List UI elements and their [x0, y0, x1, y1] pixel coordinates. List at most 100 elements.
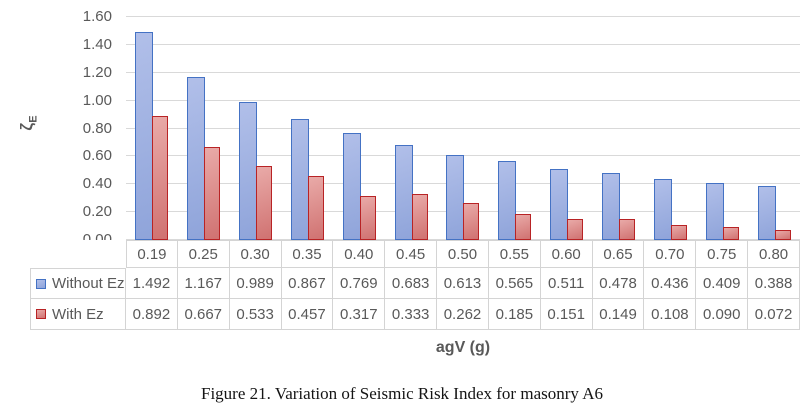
figure-caption: Figure 21. Variation of Seismic Risk Ind… [201, 384, 603, 403]
value-cell: 0.533 [229, 299, 282, 330]
category-label-cell: 0.75 [696, 240, 749, 268]
plot-area [126, 16, 800, 240]
table-corner-cell [30, 240, 126, 268]
value-cell: 0.090 [696, 299, 749, 330]
bar-without-ez [602, 173, 621, 240]
value-cell: 0.388 [748, 268, 800, 299]
bar-with-ez [774, 229, 791, 240]
value-cell: 0.613 [437, 268, 489, 299]
category-slot [333, 17, 385, 240]
bar-with-ez [619, 219, 636, 240]
category-slot [593, 17, 645, 240]
bar-without-ez [135, 32, 154, 240]
y-axis-tick-labels: 0.000.200.400.600.801.001.201.401.60 [50, 8, 112, 248]
y-tick-label: 0.60 [82, 147, 112, 165]
bar-with-ez [152, 115, 169, 240]
value-cell: 0.185 [488, 299, 541, 330]
category-slot [437, 17, 489, 240]
legend-swatch-without-ez-icon [36, 278, 46, 289]
category-slot [541, 17, 593, 240]
value-cell: 0.683 [385, 268, 438, 299]
value-cell: 0.867 [281, 268, 334, 299]
value-cell: 0.317 [333, 299, 386, 330]
gridline [126, 127, 800, 129]
value-cell: 0.149 [592, 299, 645, 330]
y-axis-title-symbol: ζ [17, 122, 36, 131]
category-slot [696, 17, 748, 240]
value-cell: 0.667 [177, 299, 230, 330]
category-slot [644, 17, 696, 240]
bar-without-ez [187, 77, 206, 240]
y-axis-title: ζE [17, 97, 39, 149]
bar-without-ez [290, 119, 309, 240]
bar-without-ez [342, 132, 361, 240]
bar-without-ez [550, 168, 569, 240]
bar-without-ez [653, 179, 672, 240]
legend-label: Without Ez [52, 275, 125, 292]
bar-with-ez [463, 203, 480, 240]
bar-with-ez [307, 176, 324, 240]
bar-with-ez [567, 218, 584, 240]
category-label-cell: 0.50 [437, 240, 489, 268]
y-axis-title-subscript: E [27, 115, 40, 123]
category-label-cell: 0.35 [281, 240, 334, 268]
y-tick-label: 1.00 [82, 91, 112, 109]
category-label-cell: 0.60 [540, 240, 593, 268]
category-label-cell: 0.80 [748, 240, 800, 268]
category-label-cell: 0.25 [177, 240, 230, 268]
category-slot [230, 17, 282, 240]
legend-cell-with-ez: With Ez [30, 299, 126, 330]
bar-without-ez [705, 183, 724, 240]
category-label-cell: 0.40 [333, 240, 386, 268]
gridline [126, 43, 800, 45]
category-label-cell: 0.30 [229, 240, 282, 268]
value-cell: 0.436 [644, 268, 697, 299]
legend-swatch-with-ez-icon [36, 309, 46, 319]
category-label-cell: 0.70 [644, 240, 697, 268]
bar-without-ez [757, 185, 776, 240]
y-tick-label: 0.40 [82, 175, 112, 193]
value-cell: 0.511 [540, 268, 593, 299]
value-cell: 0.409 [696, 268, 749, 299]
value-cell: 0.333 [385, 299, 438, 330]
category-slot [385, 17, 437, 240]
y-tick-label: 1.60 [82, 8, 112, 25]
bar-slots [126, 17, 800, 240]
category-label-cell: 0.19 [126, 240, 178, 268]
legend-cell-without-ez: Without Ez [30, 268, 126, 299]
bar-without-ez [394, 144, 413, 240]
value-cell: 0.108 [644, 299, 697, 330]
category-slot [178, 17, 230, 240]
bar-without-ez [239, 102, 258, 240]
category-slot [489, 17, 541, 240]
value-cell: 0.478 [592, 268, 645, 299]
bar-with-ez [515, 214, 532, 240]
value-cell: 0.072 [748, 299, 800, 330]
gridline [126, 16, 800, 17]
value-cell: 1.167 [177, 268, 230, 299]
data-table: 0.19 0.25 0.30 0.35 0.40 0.45 0.50 0.55 0.60 0.65… [30, 240, 800, 330]
gridline [126, 99, 800, 101]
category-slot [282, 17, 334, 240]
value-cell: 1.492 [126, 268, 178, 299]
value-cell: 0.769 [333, 268, 386, 299]
y-tick-label: 0.20 [82, 203, 112, 221]
y-tick-label: 1.40 [82, 35, 112, 53]
value-cell: 0.457 [281, 299, 334, 330]
value-cell: 0.892 [126, 299, 178, 330]
value-cell: 0.565 [488, 268, 541, 299]
bar-with-ez [256, 165, 273, 240]
category-label-cell: 0.55 [488, 240, 541, 268]
bar-with-ez [359, 195, 376, 240]
category-label-cell: 0.65 [592, 240, 645, 268]
y-tick-label: 0.80 [82, 119, 112, 137]
legend-label: With Ez [52, 305, 104, 323]
bar-with-ez [204, 147, 221, 240]
bar-with-ez [670, 224, 687, 240]
value-cell: 0.262 [437, 299, 489, 330]
value-cell: 0.989 [229, 268, 282, 299]
bar-with-ez [722, 227, 739, 240]
x-axis-title: agV (g) [435, 339, 491, 356]
bar-without-ez [446, 154, 465, 240]
